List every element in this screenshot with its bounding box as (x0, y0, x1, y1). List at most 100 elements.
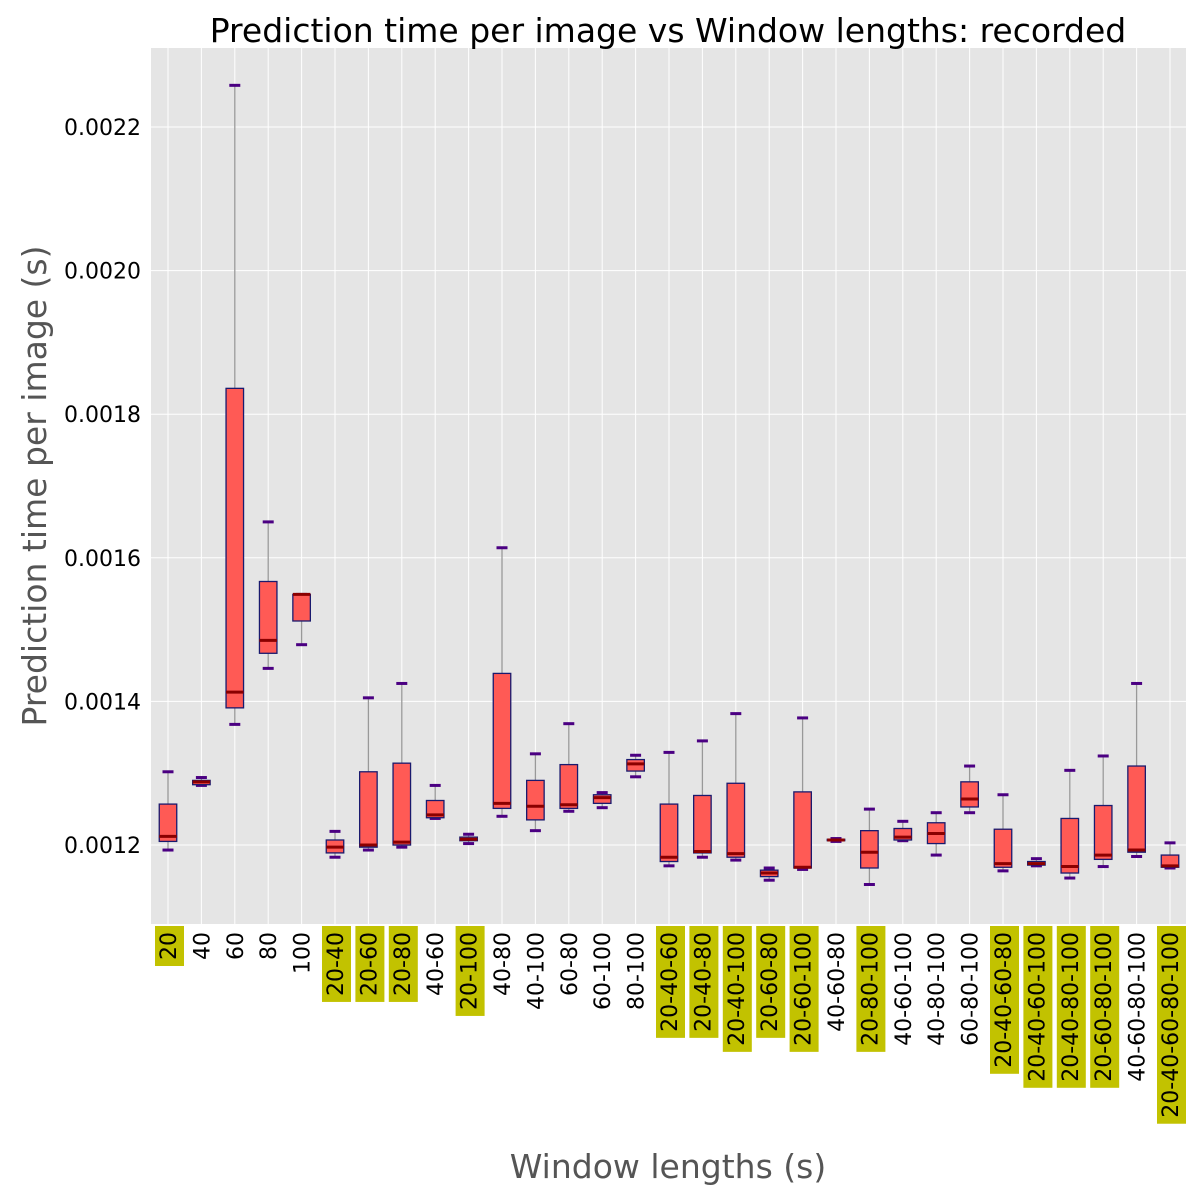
x-tick-label: 40-80 (491, 932, 516, 996)
x-tick-60: 60 (224, 932, 249, 960)
x-tick-highlight (322, 926, 351, 1002)
box-20-40 (325, 829, 345, 859)
box-20-40-60-100 (1027, 857, 1046, 868)
x-tick-20-40-100: 20-40-100 (722, 926, 752, 1052)
box-iqr (358, 771, 378, 848)
box-20-80 (392, 681, 412, 849)
box-iqr (1093, 804, 1113, 861)
x-tick-labels: 20 40 60 80 100 20-40 20-60 20-80 40-60 20-100 40-… (155, 926, 1186, 1124)
y-tick-label: 0.0012 (64, 834, 141, 859)
box-iqr (1127, 765, 1146, 853)
x-tick-label: 60 (224, 932, 249, 960)
box-20-40-100 (726, 712, 746, 862)
x-tick-highlight (756, 926, 786, 1038)
box-20-40-80 (693, 739, 712, 859)
x-tick-60-80: 60-80 (558, 932, 583, 996)
x-tick-label: 20-40-80-100 (1059, 932, 1084, 1082)
y-tick-label: 0.0020 (64, 260, 141, 285)
chart-title: Prediction time per image vs Window leng… (210, 11, 1127, 50)
x-tick-40: 40 (190, 932, 215, 960)
box-iqr (292, 593, 312, 622)
x-tick-label: 20-40-60 (658, 932, 683, 1032)
y-tick-labels: 0.0012 0.0014 0.0016 0.0018 0.0020 0.0022 (64, 116, 141, 859)
x-tick-label: 20-40-60-100 (1025, 932, 1050, 1082)
x-tick-label: 20-80-100 (858, 932, 883, 1046)
box-iqr (893, 827, 913, 841)
x-tick-label: 80 (257, 932, 282, 960)
box-iqr (693, 794, 712, 854)
box-20-60 (358, 696, 378, 852)
x-tick-40-80: 40-80 (491, 932, 516, 996)
x-tick-label: 100 (291, 932, 316, 974)
y-tick-label: 0.0016 (64, 547, 141, 572)
box-20 (158, 770, 178, 852)
x-tick-label: 20-40-100 (725, 932, 750, 1046)
x-tick-label: 40-100 (524, 932, 549, 1010)
box-20-40-80-100 (1060, 768, 1080, 880)
box-40-100 (526, 752, 545, 833)
box-60-80-100 (960, 764, 979, 815)
x-tick-20-40-60: 20-40-60 (656, 926, 685, 1038)
x-tick-20-60-80-100: 20-60-80-100 (1090, 926, 1120, 1088)
box-40-80-100 (926, 811, 946, 857)
x-tick-20-80-100: 20-80-100 (856, 926, 886, 1052)
x-tick-40-60-80-100: 40-60-80-100 (1126, 932, 1151, 1082)
box-20-80-100 (860, 807, 879, 887)
x-tick-highlight (856, 926, 886, 1052)
x-tick-label: 20-80 (391, 932, 416, 996)
x-tick-40-60-100: 40-60-100 (892, 932, 917, 1046)
x-tick-highlight (1090, 926, 1120, 1088)
box-iqr (392, 762, 412, 846)
box-20-60-100 (793, 716, 812, 871)
x-axis-label: Window lengths (s) (510, 1147, 826, 1186)
x-tick-highlight (990, 926, 1019, 1074)
box-60 (225, 83, 245, 726)
x-tick-20: 20 (155, 926, 184, 966)
x-tick-label: 20-60-80 (758, 932, 783, 1032)
boxes (158, 83, 1180, 887)
y-axis-label: Prediction time per image (s) (15, 246, 54, 727)
box-iqr (993, 828, 1013, 868)
x-tick-highlight (388, 926, 418, 1002)
box-iqr (526, 779, 545, 821)
x-tick-label: 80-100 (625, 932, 650, 1010)
x-tick-20-80: 20-80 (388, 926, 418, 1002)
x-tick-label: 20-40-60-80-100 (1159, 932, 1184, 1118)
box-iqr (225, 387, 245, 709)
x-tick-label: 60-80 (558, 932, 583, 996)
x-tick-20-40-60-80-100: 20-40-60-80-100 (1157, 926, 1186, 1124)
box-80-100 (626, 753, 645, 779)
x-tick-label: 60-100 (591, 932, 616, 1010)
x-tick-label: 20-60 (357, 932, 382, 996)
x-tick-highlight (789, 926, 819, 1052)
box-iqr (726, 782, 746, 858)
box-60-80 (559, 722, 579, 813)
box-20-60-80-100 (1093, 754, 1113, 869)
x-tick-label: 20-60-80-100 (1092, 932, 1117, 1082)
x-tick-highlight (1056, 926, 1086, 1088)
x-tick-20-60-80: 20-60-80 (756, 926, 786, 1038)
x-tick-label: 40-80-100 (925, 932, 950, 1046)
x-tick-highlight (455, 926, 485, 1016)
box-40-80 (492, 546, 512, 818)
x-tick-60-80-100: 60-80-100 (959, 932, 984, 1046)
x-tick-20-60-100: 20-60-100 (789, 926, 819, 1052)
x-tick-highlight (689, 926, 719, 1038)
x-tick-label: 20-40-80 (691, 932, 716, 1032)
x-tick-highlight (155, 926, 184, 966)
x-tick-highlight (656, 926, 685, 1038)
box-80 (258, 520, 278, 670)
x-tick-40-80-100: 40-80-100 (925, 932, 950, 1046)
x-tick-40-60-80: 40-60-80 (825, 932, 850, 1032)
box-20-100 (459, 832, 479, 846)
box-100 (292, 592, 312, 647)
x-tick-label: 60-80-100 (959, 932, 984, 1046)
box-iqr (158, 803, 178, 843)
box-iqr (793, 791, 812, 869)
x-tick-label: 20-40 (324, 932, 349, 996)
x-tick-highlight (1023, 926, 1053, 1088)
y-tick-label: 0.0018 (64, 403, 141, 428)
x-tick-label: 40-60-80 (825, 932, 850, 1032)
x-tick-highlight (1157, 926, 1186, 1124)
